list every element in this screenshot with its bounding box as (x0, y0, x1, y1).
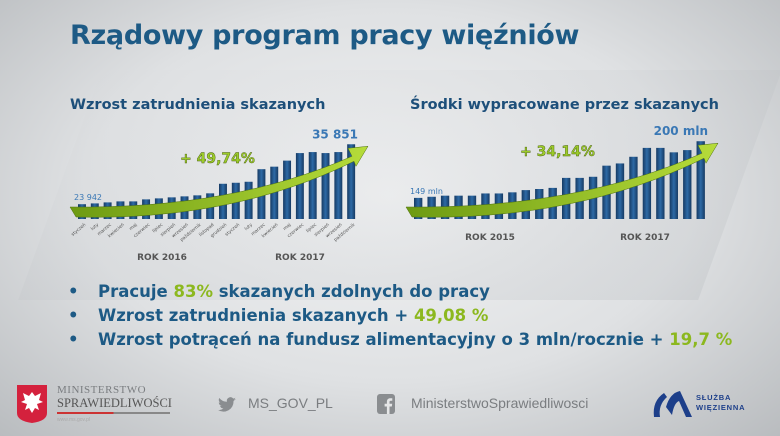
facebook-page[interactable]: MinisterstwoSprawiedliwosci (411, 395, 589, 411)
bar (642, 147, 652, 219)
growth-percent-label: + 49,74% (180, 151, 255, 167)
bar (308, 152, 317, 219)
bar (629, 156, 638, 219)
growth-arrow (69, 145, 369, 218)
ministry-url: www.ms.gov.pl (57, 417, 90, 423)
ministry-line2: SPRAWIEDLIWOŚCI (57, 396, 172, 410)
twitter-icon[interactable] (218, 397, 236, 412)
ministry-line1: MINISTERSTWO (57, 384, 147, 396)
x-tick-label: maj (282, 222, 292, 232)
bullet-2: • Wzrost zatrudnienia skazanych + 49,08 % (68, 306, 489, 325)
ministry-flag-line (57, 412, 170, 414)
sw-line2: WIĘZIENNA (696, 403, 746, 412)
year-group-label: ROK 2017 (275, 253, 325, 263)
bar (334, 152, 343, 219)
x-tick-label: styczeń (223, 221, 241, 238)
bar (656, 147, 665, 219)
year-group-label: ROK 2015 (465, 233, 515, 243)
year-group-label: ROK 2016 (137, 253, 187, 263)
bullet-1: • Pracuje 83% skazanych zdolnych do pracy (68, 282, 490, 301)
funds-chart: 149 mln 200 mln + 34,14% ROK 2015 ROK 2017 (405, 125, 719, 243)
first-value-label: 149 mln (410, 187, 443, 196)
chart-title-funds: Środki wypracowane przez skazanych (410, 97, 719, 113)
bar (669, 152, 678, 219)
bar (696, 141, 705, 219)
sluzba-wiezienna-logo-icon (653, 391, 692, 417)
page-title: Rządowy program pracy więźniów (70, 20, 580, 51)
x-tick-label: luty (243, 222, 254, 232)
twitter-handle[interactable]: MS_GOV_PL (248, 395, 333, 411)
year-group-label: ROK 2017 (620, 233, 670, 243)
facebook-icon[interactable] (377, 394, 395, 414)
last-value-label: 200 mln (654, 125, 708, 138)
bar (683, 150, 692, 219)
chart-title-employment: Wzrost zatrudnienia skazanych (70, 97, 326, 113)
bar (244, 181, 253, 219)
growth-arrow (405, 142, 719, 218)
first-value-label: 23 942 (74, 193, 102, 202)
x-tick-label: maj (128, 222, 138, 232)
sw-line1: SŁUŻBA (696, 393, 732, 402)
bar (295, 153, 304, 219)
last-value-label: 35 851 (312, 127, 358, 141)
x-tick-label: luty (90, 222, 101, 232)
polish-eagle-emblem-icon (17, 385, 47, 423)
bar (321, 153, 330, 219)
bar (347, 144, 356, 219)
growth-percent-label: + 34,14% (520, 144, 595, 160)
x-tick-label: styczeń (70, 221, 88, 238)
footer: MINISTERSTWO SPRAWIEDLIWOŚCI www.ms.gov.… (0, 380, 780, 430)
bar (283, 160, 292, 219)
bullet-3: • Wzrost potrąceń na fundusz alimentacyjn… (68, 330, 733, 349)
